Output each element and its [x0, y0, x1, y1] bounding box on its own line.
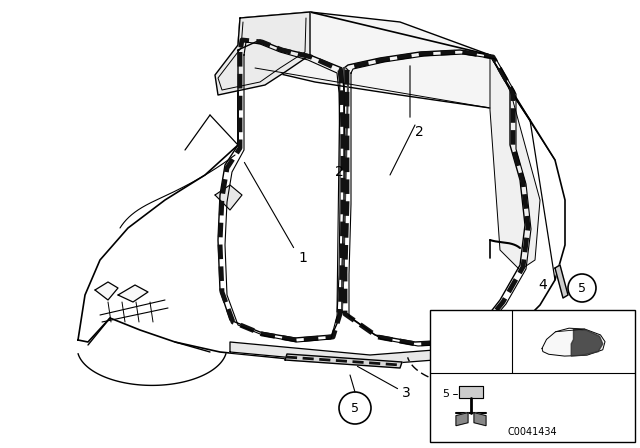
Polygon shape [238, 12, 510, 108]
Polygon shape [95, 282, 118, 300]
Polygon shape [490, 55, 540, 270]
Text: 2: 2 [415, 125, 424, 139]
Polygon shape [118, 285, 148, 302]
Polygon shape [555, 265, 568, 298]
Polygon shape [456, 413, 468, 426]
Polygon shape [78, 12, 565, 362]
Text: 5: 5 [351, 401, 359, 414]
Polygon shape [572, 329, 603, 356]
Polygon shape [230, 342, 460, 365]
Circle shape [568, 274, 596, 302]
Text: 5: 5 [442, 389, 449, 399]
Polygon shape [285, 354, 402, 368]
Polygon shape [215, 12, 310, 95]
Polygon shape [474, 413, 486, 426]
Text: 5: 5 [578, 281, 586, 294]
Polygon shape [542, 328, 605, 356]
Bar [430, 310, 635, 442]
Polygon shape [215, 185, 242, 210]
Text: 4: 4 [538, 278, 547, 292]
Text: 1: 1 [298, 251, 307, 265]
Text: C0041434: C0041434 [508, 427, 557, 437]
Text: 3: 3 [402, 386, 411, 400]
Circle shape [339, 392, 371, 424]
Polygon shape [459, 386, 483, 398]
Text: 2: 2 [335, 165, 344, 179]
